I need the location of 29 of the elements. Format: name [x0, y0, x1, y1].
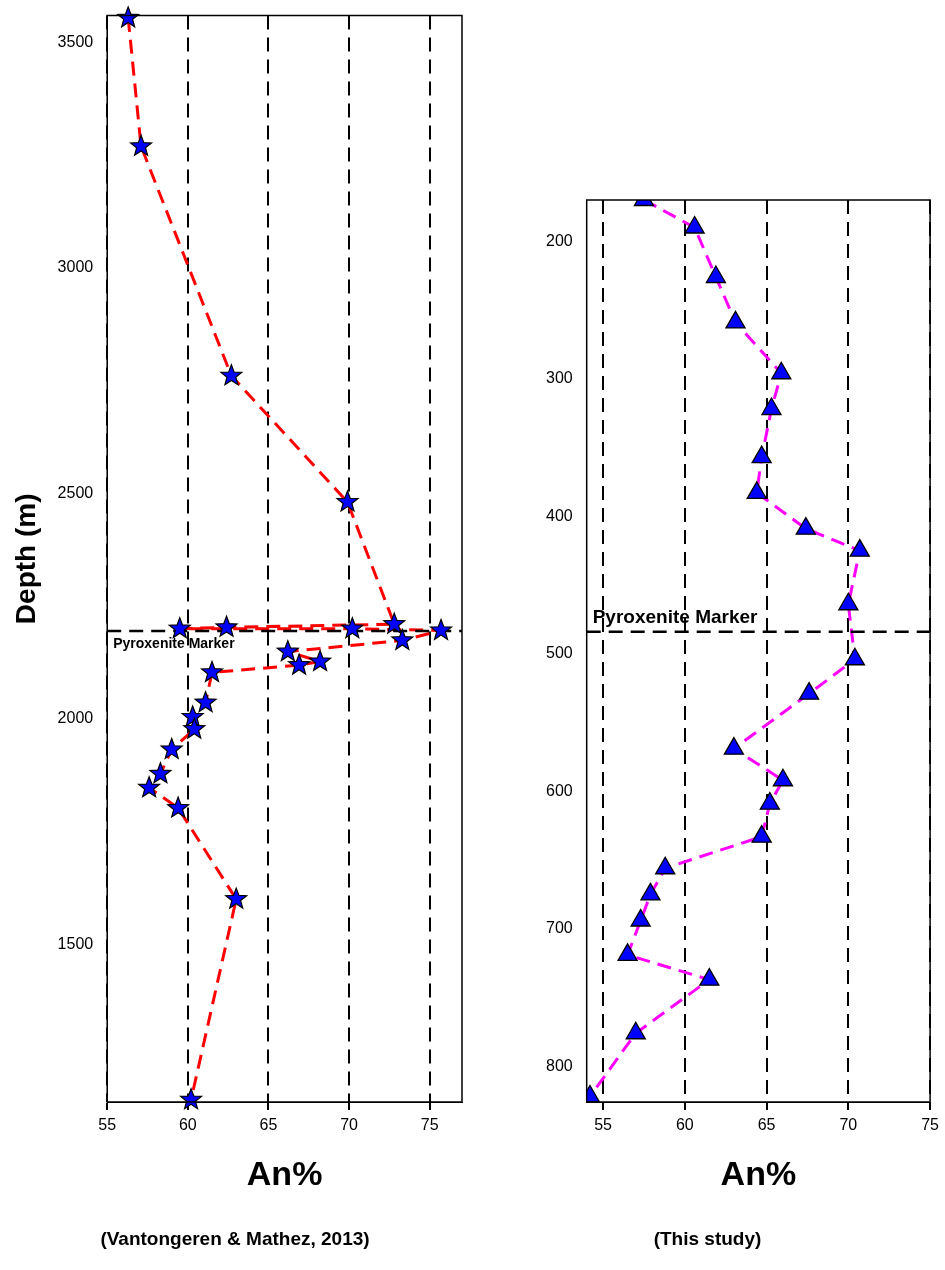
y-tick-label: 700	[545, 919, 573, 937]
y-tick-label: 600	[545, 781, 573, 799]
y-tick-label: 1500	[57, 934, 94, 952]
ref-line-label: Pyroxenite Marker	[592, 606, 759, 628]
x-axis-title: An%	[246, 1153, 323, 1192]
text: (Vantongeren & Mathez, 2013)	[99, 1228, 371, 1250]
x-tick-label: 60	[178, 1116, 197, 1134]
x-axis-title: An%	[720, 1153, 797, 1192]
x-tick-label: 65	[259, 1116, 278, 1134]
x-tick-label: 55	[98, 1116, 117, 1134]
y-tick-label: 400	[545, 506, 573, 524]
y-tick-label: 2000	[57, 709, 94, 727]
y-tick-label: 300	[545, 369, 573, 387]
y-axis-title: Depth (m)	[9, 493, 41, 625]
y-tick-label: 2500	[57, 483, 94, 501]
y-tick-label: 3500	[57, 33, 94, 51]
x-tick-label: 65	[757, 1116, 776, 1134]
y-tick-label: 500	[545, 644, 573, 662]
x-tick-label: 70	[839, 1116, 858, 1134]
y-tick-label: 800	[545, 1056, 573, 1074]
x-tick-label: 75	[420, 1116, 439, 1134]
ref-line-label: Pyroxenite Marker	[113, 634, 236, 651]
x-tick-label: 75	[921, 1116, 940, 1134]
x-tick-label: 60	[675, 1116, 694, 1134]
y-tick-label: 200	[545, 231, 573, 249]
x-tick-label: 70	[340, 1116, 359, 1134]
y-tick-label: 3000	[57, 258, 94, 276]
x-tick-label: 55	[594, 1116, 613, 1134]
text: (This study)	[652, 1228, 763, 1250]
